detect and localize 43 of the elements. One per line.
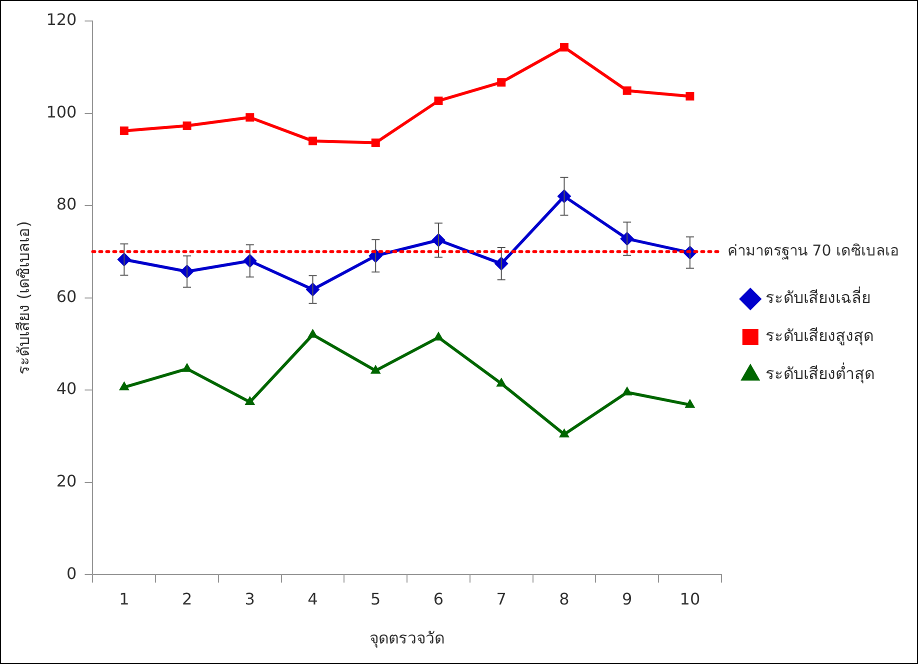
point <box>118 381 130 390</box>
legend-label: ระดับเสียงต่ำสุด <box>765 362 874 384</box>
x-tick-label: 1 <box>119 589 130 608</box>
y-axis-title: ระดับเสียง (เดซิเบลเอ) <box>14 221 33 375</box>
y-tick-label: 40 <box>56 379 77 398</box>
y-tick-label: 80 <box>56 194 77 214</box>
x-tick-label: 2 <box>182 589 192 608</box>
point <box>560 43 568 52</box>
x-tick-label: 5 <box>370 589 381 608</box>
point <box>433 331 444 340</box>
x-tick-label: 3 <box>244 589 255 608</box>
point <box>622 386 632 396</box>
point <box>120 126 128 136</box>
y-tick-label: 120 <box>46 10 77 30</box>
legend-label: ระดับเสียงเฉลี่ย <box>765 286 870 308</box>
point <box>246 113 254 122</box>
legend-label: ระดับเสียงสูงสุด <box>765 326 874 346</box>
point <box>686 92 694 100</box>
x-tick-label: 4 <box>308 589 318 608</box>
ref-line-label: ค่ามาตรฐาน 70 เดซิเบลเอ <box>727 242 899 260</box>
point <box>308 328 318 338</box>
y-tick-label: 0 <box>66 564 77 583</box>
point <box>622 86 632 95</box>
x-tick-label: 10 <box>680 589 700 608</box>
x-axis-title: จุดตรวจวัด <box>370 628 445 649</box>
point <box>244 396 256 406</box>
point <box>370 364 381 374</box>
point <box>496 378 507 387</box>
point <box>182 121 192 130</box>
x-tick-label: 7 <box>496 589 506 608</box>
point <box>308 136 318 146</box>
x-tick-label: 9 <box>622 589 632 608</box>
point <box>684 398 696 408</box>
x-tick-label: 6 <box>433 589 444 608</box>
point <box>497 78 506 87</box>
point <box>559 428 570 438</box>
x-tick-label: 8 <box>559 589 570 608</box>
point <box>434 96 443 106</box>
point <box>182 362 192 372</box>
y-tick-label: 100 <box>46 102 77 122</box>
point <box>371 138 380 148</box>
y-tick-label: 20 <box>56 471 77 490</box>
y-tick-label: 60 <box>56 286 77 306</box>
